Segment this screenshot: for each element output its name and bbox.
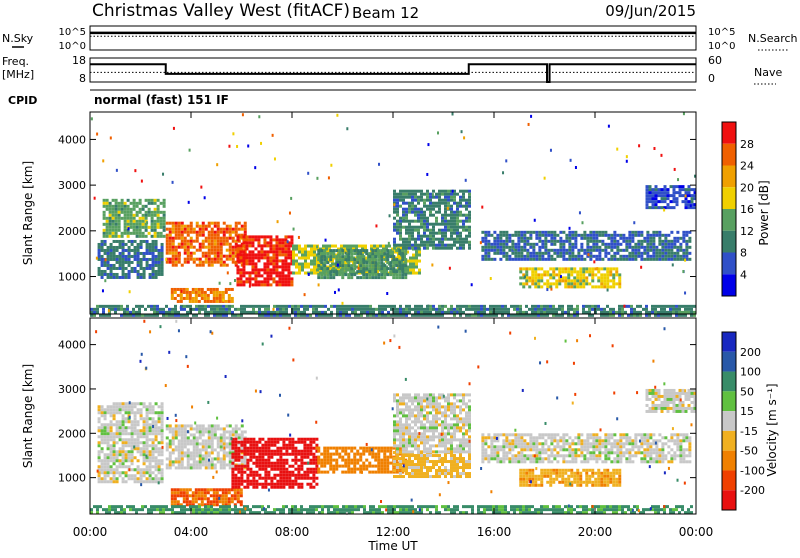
noise-ytick-right-top: 10^5 <box>708 27 735 38</box>
date-label: 09/Jun/2015 <box>605 2 696 20</box>
velocity-echo-region-9 <box>646 389 697 413</box>
power-ytick-label: 4000 <box>58 133 86 146</box>
velocity-ytick-label: 4000 <box>58 339 86 352</box>
x-tick-label: 00:00 <box>679 525 714 539</box>
power-colorbar-tick: 12 <box>740 225 754 238</box>
velocity-colorbar-tick: 100 <box>740 366 761 379</box>
power-echo-region-0 <box>103 199 166 238</box>
power-colorbar-tick: 8 <box>740 247 747 260</box>
power-panel: Slant Range [km] 1000 2000 3000 4000 4 8 12 16… <box>21 112 771 317</box>
power-colorbar-tick: 16 <box>740 203 754 216</box>
nsky-label: N.Sky <box>2 32 34 45</box>
velocity-colorbar-tick: -15 <box>740 425 758 438</box>
power-ylabel: Slant Range [km] <box>21 161 35 265</box>
power-echo-region-1 <box>98 240 164 279</box>
velocity-echo-region-7 <box>481 433 691 463</box>
freq-ytick-top: 18 <box>72 54 86 67</box>
power-colorbar-swatch <box>722 253 736 275</box>
x-tick-label: 04:00 <box>174 525 209 539</box>
velocity-colorbar-swatch <box>722 411 736 431</box>
power-ytick-label: 3000 <box>58 179 86 192</box>
velocity-colorbar-tick: 15 <box>740 405 754 418</box>
velocity-panel: Slant Range [km] 1000 2000 3000 4000 200 100… <box>21 112 779 553</box>
noise-panel-frame <box>90 26 696 50</box>
velocity-colorbar-label: Velocity [m s⁻¹] <box>765 383 779 476</box>
noise-ytick-left-top: 10^5 <box>59 27 86 38</box>
x-axis-title: Time UT <box>367 539 418 553</box>
cpid-text: normal (fast) 151 IF <box>94 93 229 107</box>
beam-label: Beam 12 <box>352 4 419 22</box>
velocity-colorbar-swatch <box>722 372 736 392</box>
nave-label: Nave <box>754 66 782 79</box>
velocity-ylabel: Slant Range [km] <box>21 364 35 468</box>
x-tick-label: 00:00 <box>73 525 108 539</box>
power-colorbar-tick: 4 <box>740 268 747 281</box>
nave-ytick-bottom: 0 <box>708 72 715 85</box>
power-colorbar-swatch <box>722 144 736 166</box>
power-echo-region-8 <box>481 231 691 261</box>
velocity-colorbar-swatch <box>722 332 736 352</box>
velocity-colorbar-tick: -50 <box>740 445 758 458</box>
velocity-echo-region-0 <box>98 402 164 483</box>
power-ytick-label: 1000 <box>58 271 86 284</box>
velocity-colorbar-swatch <box>722 391 736 411</box>
frequency-series-0 <box>90 64 696 82</box>
velocity-colorbar-tick: 200 <box>740 346 761 359</box>
velocity-colorbar-swatch <box>722 490 736 510</box>
power-echo-region-2 <box>166 222 247 267</box>
noise-ytick-right-bottom: 10^0 <box>708 41 735 52</box>
velocity-colorbar-tick: -100 <box>740 464 765 477</box>
velocity-ytick-label: 1000 <box>58 472 86 485</box>
velocity-colorbar-swatch <box>722 352 736 372</box>
noise-ytick-left-bottom: 10^0 <box>59 41 86 52</box>
velocity-ytick-label: 3000 <box>58 383 86 396</box>
velocity-colorbar-swatch <box>722 451 736 471</box>
power-colorbar-tick: 20 <box>740 181 754 194</box>
x-tick-label: 16:00 <box>477 525 512 539</box>
freq-ytick-bottom: 8 <box>79 72 86 85</box>
nsearch-label: N.Search <box>748 32 798 45</box>
power-colorbar-swatch <box>722 166 736 188</box>
power-colorbar-swatch <box>722 209 736 231</box>
frequency-panel-frame <box>90 58 696 82</box>
power-colorbar-swatch <box>722 187 736 209</box>
velocity-echo-region-10 <box>90 505 693 514</box>
power-colorbar-tick: 24 <box>740 160 754 173</box>
velocity-colorbar-tick: -200 <box>740 484 765 497</box>
freq-label-line1: Freq. <box>2 55 29 68</box>
velocity-echo-region-6 <box>393 393 471 453</box>
velocity-ytick-label: 2000 <box>58 427 86 440</box>
velocity-echo-region-2 <box>171 488 243 506</box>
freq-label-line2: [MHz] <box>2 68 34 81</box>
velocity-colorbar-tick: 50 <box>740 385 754 398</box>
power-colorbar-swatch <box>722 231 736 253</box>
power-echo-region-3 <box>171 288 234 303</box>
velocity-colorbar-swatch <box>722 470 736 490</box>
power-ytick-label: 2000 <box>58 225 86 238</box>
velocity-colorbar-swatch <box>722 431 736 451</box>
power-colorbar-label: Power [dB] <box>757 180 771 245</box>
station-title: Christmas Valley West (fitACF) <box>92 1 350 21</box>
power-colorbar-swatch <box>722 122 736 144</box>
power-echo-region-10 <box>646 185 697 209</box>
power-echo-region-4 <box>236 235 293 286</box>
power-colorbar-swatch <box>722 274 736 296</box>
cpid-label: CPID <box>8 94 37 107</box>
frequency-panel: 18 8 60 0 <box>72 54 722 85</box>
x-tick-label: 08:00 <box>275 525 310 539</box>
x-tick-label: 20:00 <box>578 525 613 539</box>
power-colorbar-tick: 28 <box>740 138 754 151</box>
power-echo-region-9 <box>519 267 621 288</box>
noise-panel: 10^5 10^0 10^5 10^0 <box>59 26 736 52</box>
nave-ytick-top: 60 <box>708 54 722 67</box>
x-tick-label: 12:00 <box>376 525 411 539</box>
